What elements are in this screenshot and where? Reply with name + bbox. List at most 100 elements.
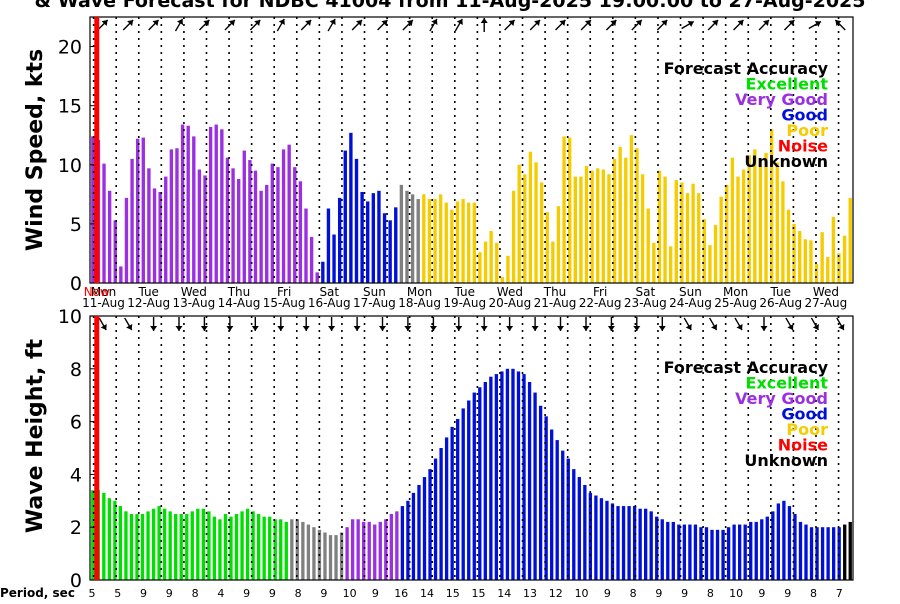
day-date-label: 20-Aug: [488, 296, 531, 310]
day-name-label: Mon: [407, 285, 432, 299]
wind-direction-arrow: [758, 19, 770, 31]
wave-bar: [710, 529, 714, 580]
period-value: 5: [89, 587, 96, 600]
period-value: 4: [217, 587, 224, 600]
period-value: 8: [630, 587, 637, 600]
wave-bar: [831, 527, 836, 580]
wind-bar: [758, 161, 763, 283]
wind-bar: [556, 206, 561, 283]
wind-bar: [781, 181, 785, 283]
day-date-label: 24-Aug: [669, 296, 712, 310]
wind-direction-arrow: [174, 18, 184, 32]
wave-bar: [793, 514, 797, 580]
wave-bar: [798, 521, 803, 580]
wave-direction-arrow: [734, 317, 743, 331]
wave-bar: [682, 524, 687, 580]
wave-direction-arrow: [708, 317, 718, 331]
wave-bar: [306, 524, 311, 580]
wave-direction-arrow: [302, 317, 310, 331]
wind-bar: [545, 212, 549, 283]
wave-bar: [555, 440, 559, 580]
wind-bar: [304, 208, 308, 283]
wave-bar: [334, 535, 338, 580]
wave-bar: [345, 527, 349, 580]
wave-bar: [135, 514, 139, 580]
wind-bar: [601, 169, 606, 283]
wave-bar: [456, 418, 460, 580]
wind-legend-item: Noise: [778, 137, 828, 156]
wave-bar: [256, 514, 261, 580]
wave-bar: [328, 535, 333, 580]
wind-bar: [422, 194, 426, 283]
wave-legend-item: Unknown: [744, 451, 828, 470]
wind-bar: [405, 190, 409, 283]
wind-bar: [214, 124, 218, 283]
wind-direction-arrow: [327, 18, 336, 32]
period-value: 9: [681, 587, 688, 600]
wind-bar: [259, 190, 263, 283]
wind-bar: [584, 165, 589, 283]
wind-bar: [803, 239, 807, 283]
day-name-label: Fri: [593, 285, 607, 299]
wave-bar: [229, 516, 233, 580]
wave-bar: [162, 508, 167, 580]
wind-bar: [798, 230, 802, 283]
wave-bar: [251, 511, 255, 580]
wind-speed-axis-label: Wind Speed, kts: [23, 49, 48, 251]
wave-direction-arrow: [226, 317, 234, 331]
wave-bar: [754, 521, 758, 580]
wave-bar: [91, 490, 95, 580]
wave-direction-arrow: [531, 317, 539, 331]
wave-bar: [704, 527, 709, 580]
wind-bar: [332, 234, 336, 283]
wave-bar: [533, 392, 537, 580]
wave-direction-arrow: [98, 317, 107, 331]
wind-bar: [113, 220, 117, 283]
period-value: 14: [420, 587, 434, 600]
wave-bar: [428, 469, 432, 580]
day-name-label: Sun: [679, 285, 702, 299]
wave-bar: [301, 521, 305, 580]
wave-y-tick-label: 10: [58, 306, 82, 328]
wave-bar: [284, 521, 288, 580]
period-value: 10: [729, 587, 743, 600]
wind-bar: [495, 242, 499, 283]
wave-bar: [234, 514, 239, 580]
period-value: 9: [166, 587, 173, 600]
wave-bar: [577, 477, 581, 580]
wave-bar: [190, 511, 194, 580]
wave-bar: [483, 382, 487, 580]
wind-y-tick-label: 10: [58, 155, 82, 177]
period-value: 9: [320, 587, 327, 600]
period-value: 13: [523, 587, 537, 600]
wave-bar: [290, 519, 294, 580]
wind-bar: [203, 175, 207, 283]
wave-bar: [450, 426, 454, 580]
wind-bar: [629, 135, 634, 283]
wind-direction-arrow: [429, 18, 438, 32]
wave-bar: [544, 416, 548, 580]
wind-direction-arrow: [580, 19, 592, 31]
wave-bar: [129, 514, 134, 580]
wind-bar: [461, 199, 465, 283]
wind-bar: [596, 168, 600, 283]
wave-bar: [118, 506, 123, 580]
wave-bar: [245, 508, 250, 580]
wind-bar: [315, 272, 319, 283]
wave-y-tick-label: 4: [70, 464, 82, 486]
wind-bar: [697, 193, 701, 283]
wave-bar: [102, 492, 106, 580]
wind-bar: [500, 277, 505, 283]
wind-bar: [438, 194, 443, 283]
wind-bar: [741, 169, 746, 283]
day-name-label: Tue: [137, 285, 159, 299]
wave-bar: [594, 495, 598, 580]
wave-y-tick-label: 0: [70, 570, 82, 592]
wave-bar: [644, 508, 648, 580]
wave-bar: [389, 514, 393, 580]
wave-bar: [550, 429, 554, 580]
wind-bar: [652, 242, 656, 283]
wind-legend-item: Good: [781, 106, 828, 125]
wind-bar: [388, 220, 392, 283]
wind-bar: [136, 138, 140, 283]
